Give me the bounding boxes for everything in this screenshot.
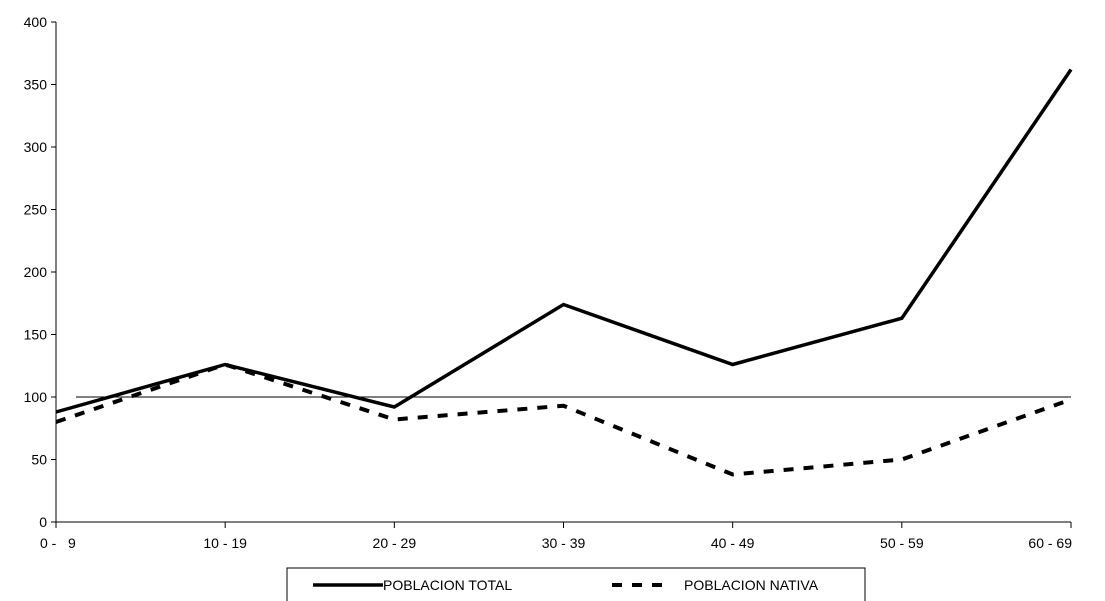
legend-label: POBLACION TOTAL <box>383 577 512 593</box>
x-tick-label: 0 - 9 <box>40 535 76 551</box>
legend: POBLACION TOTAL POBLACION NATIVA <box>286 567 866 601</box>
legend-label: POBLACION NATIVA <box>684 577 819 593</box>
y-tick-label: 300 <box>24 139 48 155</box>
x-tick-label: 40 - 49 <box>711 535 755 551</box>
y-tick-label: 250 <box>24 202 48 218</box>
y-tick-label: 100 <box>24 389 48 405</box>
series-group <box>55 68 1073 477</box>
x-tick-label: 50 - 59 <box>880 535 924 551</box>
x-tick-label: 30 - 39 <box>542 535 586 551</box>
y-tick-label: 50 <box>31 452 47 468</box>
y-tick-label: 150 <box>24 327 48 343</box>
legend-box <box>286 567 866 601</box>
x-tick-label: 20 - 29 <box>373 535 417 551</box>
series-line-poblacion-nativa <box>55 362 1072 477</box>
y-tick-label: 350 <box>24 77 48 93</box>
y-tick-label: 400 <box>24 14 48 30</box>
y-tick-label: 0 <box>39 514 47 530</box>
y-axis: 0 50 100 150 200 250 300 350 400 <box>24 14 57 530</box>
series-line-poblacion-total <box>55 68 1073 414</box>
x-axis: 0 - 9 10 - 19 20 - 29 30 - 39 40 - 49 50 - 59… <box>40 521 1072 551</box>
x-tick-label: 10 - 19 <box>203 535 247 551</box>
x-tick-label: 60 - 69 <box>1028 535 1072 551</box>
y-tick-label: 200 <box>24 264 48 280</box>
